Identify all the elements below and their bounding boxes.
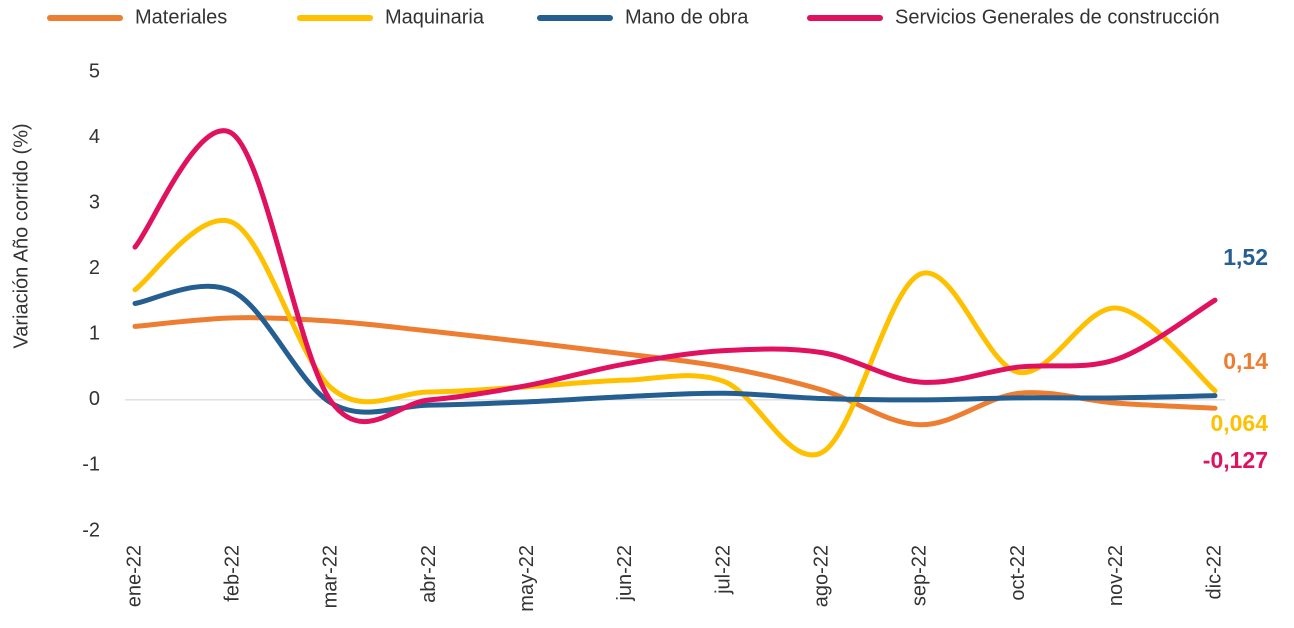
series-line	[132, 217, 1218, 458]
x-tick-label: jun-22	[614, 545, 636, 602]
y-tick-label: 2	[89, 257, 100, 279]
y-tick-label: 1	[89, 323, 100, 345]
x-tick-label: sep-22	[909, 545, 931, 606]
annotation: 1,52	[1223, 244, 1268, 270]
y-tick-label: 0	[89, 388, 100, 410]
legend-label: Mano de obra	[625, 6, 749, 28]
x-tick-label: nov-22	[1105, 545, 1127, 606]
x-tick-label: oct-22	[1007, 545, 1029, 601]
y-axis-label: Variación Año corrido (%)	[10, 123, 32, 348]
x-tick-label: ago-22	[811, 545, 833, 607]
x-tick-label: mar-22	[320, 545, 342, 608]
y-tick-label: -2	[82, 519, 100, 541]
x-tick-label: may-22	[516, 545, 538, 612]
legend-label: Maquinaria	[385, 6, 485, 28]
x-tick-label: abr-22	[418, 545, 440, 603]
x-tick-label: feb-22	[221, 545, 243, 602]
annotation: 0,064	[1210, 410, 1268, 436]
x-tick-label: jul-22	[712, 545, 734, 595]
annotation: 0,14	[1223, 348, 1268, 374]
annotation: -0,127	[1203, 447, 1268, 473]
series-line	[132, 283, 1218, 415]
y-tick-label: 5	[89, 60, 100, 82]
y-tick-label: 4	[89, 126, 100, 148]
y-tick-label: 3	[89, 191, 100, 213]
legend-label: Materiales	[135, 6, 227, 28]
x-tick-label: ene-22	[123, 545, 145, 607]
series-line	[132, 315, 1218, 428]
legend-label: Servicios Generales de construcción	[895, 6, 1220, 28]
x-tick-label: dic-22	[1203, 545, 1225, 599]
series-line	[132, 128, 1218, 425]
y-tick-label: -1	[82, 454, 100, 476]
